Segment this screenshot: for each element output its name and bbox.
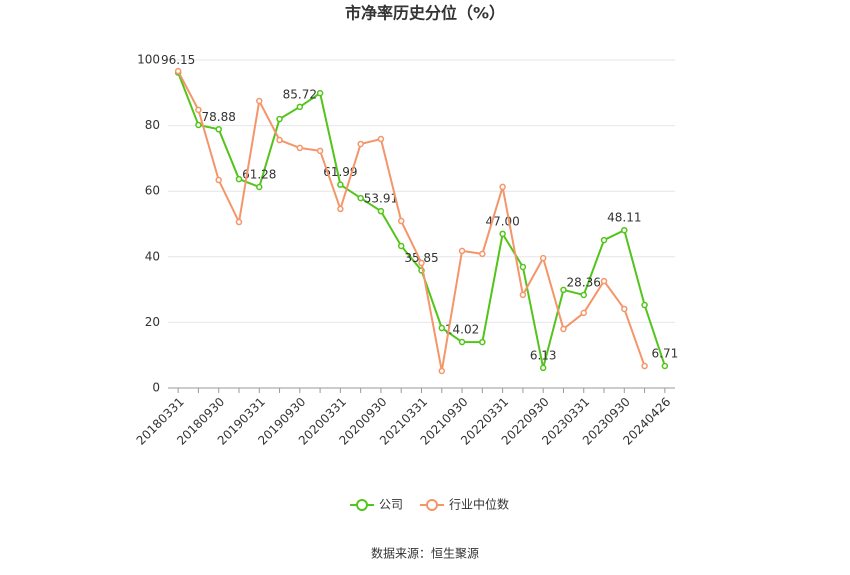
point — [458, 247, 466, 255]
data-label: 48.11 — [607, 211, 641, 225]
data-label: 53.91 — [364, 192, 398, 206]
data-label: 28.36 — [567, 275, 601, 289]
point — [621, 226, 628, 234]
point — [357, 140, 364, 148]
point — [397, 217, 405, 225]
point — [539, 364, 547, 372]
legend-marker[interactable] — [356, 499, 368, 511]
data-label: 61.28 — [242, 168, 276, 182]
point — [539, 254, 547, 262]
y-tick-label: 80 — [145, 118, 160, 132]
y-tick-label: 20 — [145, 315, 160, 329]
point — [215, 126, 222, 133]
point — [235, 175, 243, 183]
point — [256, 183, 263, 191]
point — [479, 250, 486, 258]
point — [174, 67, 182, 75]
y-tick-label: 60 — [145, 184, 160, 198]
point — [256, 97, 263, 105]
data-label: 96.15 — [161, 53, 195, 67]
point — [519, 263, 527, 271]
data-label: 6.71 — [652, 346, 679, 360]
point — [479, 338, 486, 346]
point — [519, 291, 527, 299]
point — [316, 89, 324, 97]
legend-label[interactable]: 行业中位数 — [449, 497, 509, 512]
point — [580, 291, 587, 299]
point — [499, 230, 506, 238]
point — [296, 103, 304, 111]
data-label: 6.13 — [530, 348, 557, 362]
point — [276, 136, 283, 144]
point — [580, 309, 587, 317]
point — [499, 183, 506, 191]
point — [276, 115, 283, 123]
point — [661, 362, 669, 370]
point — [418, 259, 425, 267]
point — [438, 324, 446, 332]
point — [560, 325, 567, 333]
point — [195, 106, 202, 114]
line — [177, 70, 646, 372]
y-tick-label: 0 — [152, 381, 160, 395]
point — [397, 242, 405, 250]
point — [377, 207, 385, 215]
data-label: 85.72 — [283, 87, 317, 101]
legend-label[interactable]: 公司 — [379, 498, 403, 512]
point — [458, 338, 466, 346]
y-tick-label: 100 — [137, 53, 160, 67]
point — [377, 135, 385, 143]
line — [177, 72, 666, 369]
data-label: 61.99 — [323, 165, 357, 179]
point — [621, 305, 628, 313]
point — [357, 194, 364, 202]
data-label: 78.88 — [202, 110, 236, 124]
point — [215, 176, 222, 184]
data-label: 35.85 — [404, 251, 438, 265]
source: 数据来源：恒生聚源 — [371, 546, 479, 561]
point — [641, 362, 648, 370]
data-label: 14.02 — [445, 323, 479, 337]
point — [316, 147, 324, 155]
y-tick-label: 40 — [145, 249, 160, 263]
point — [560, 286, 567, 294]
point — [195, 121, 202, 129]
point — [337, 205, 344, 213]
point — [641, 301, 648, 309]
point — [600, 236, 608, 244]
point — [337, 181, 344, 188]
point — [235, 218, 243, 226]
point — [438, 367, 446, 375]
legend-marker[interactable] — [426, 499, 438, 511]
point — [296, 144, 304, 152]
chart-title: 市净率历史分位（%） — [345, 4, 505, 23]
point — [600, 277, 608, 285]
